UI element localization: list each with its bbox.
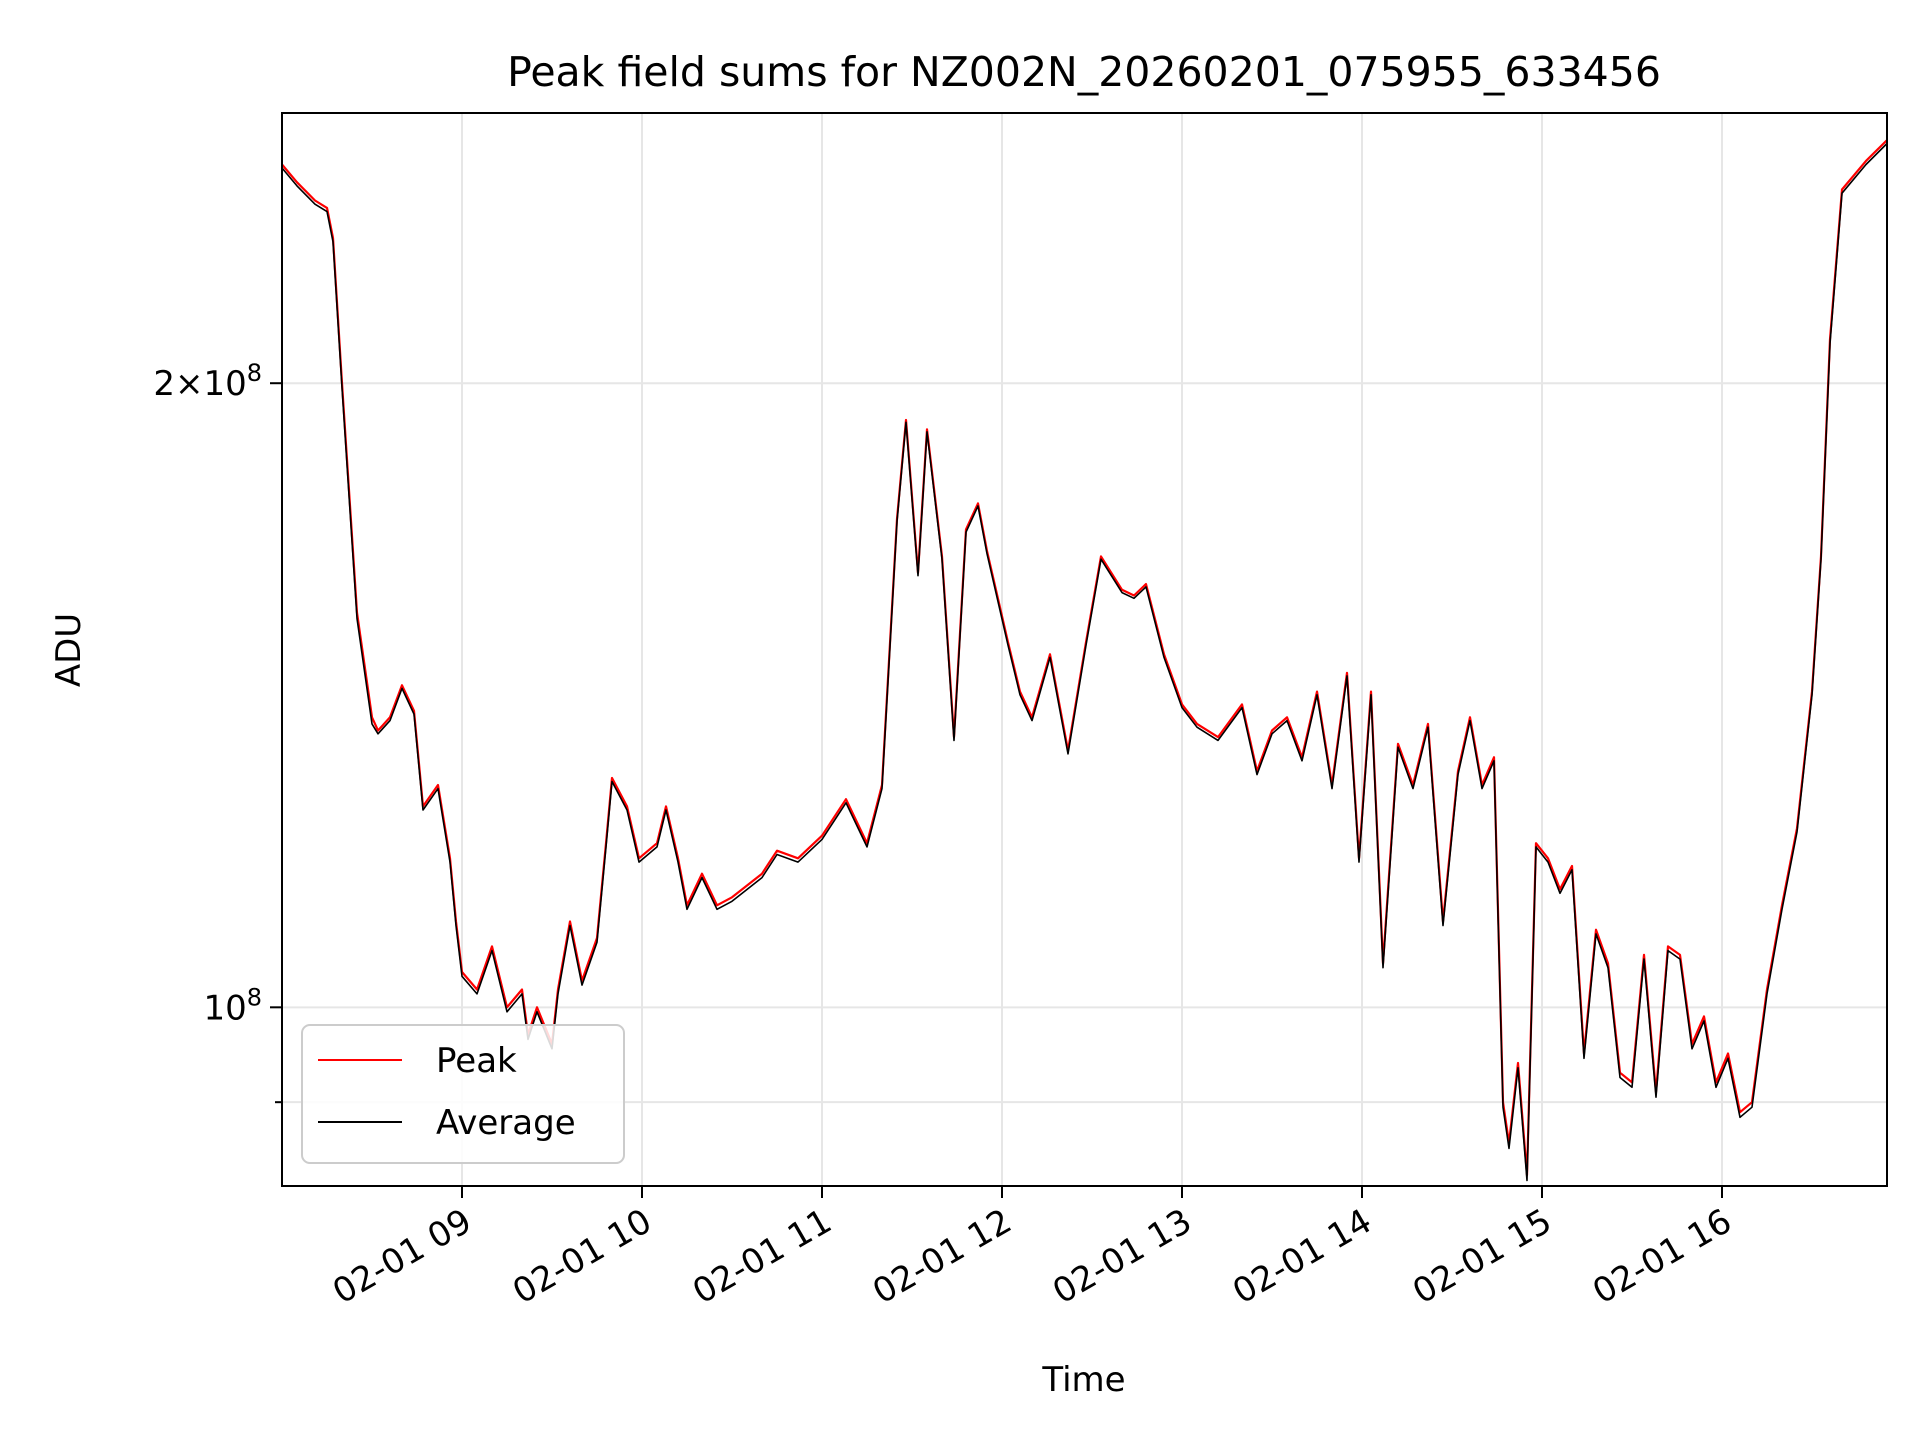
grid [282, 113, 1887, 1186]
legend-label-average: Average [436, 1103, 576, 1143]
y-axis-label: ADU [49, 613, 89, 687]
series-line-average [281, 142, 1888, 1182]
plot-area [281, 139, 1888, 1182]
chart-title: Peak field sums for NZ002N_20260201_0759… [507, 48, 1661, 96]
axes-frame [281, 112, 1888, 1187]
legend: Peak Average [301, 1024, 625, 1164]
y-tick-label: 108 [203, 983, 262, 1028]
y-tick-label: 2×108 [153, 359, 262, 404]
x-axis-label: Time [1041, 1360, 1125, 1400]
legend-label-peak: Peak [436, 1041, 517, 1081]
